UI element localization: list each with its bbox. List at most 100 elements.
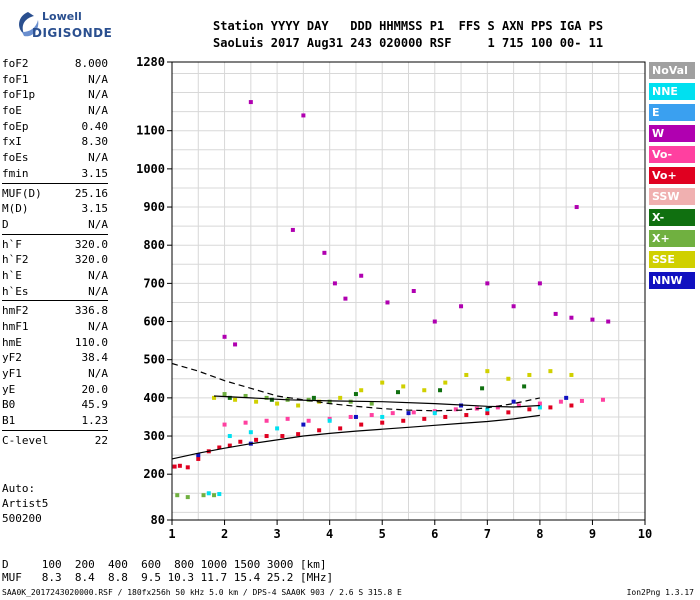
- param-key: h`E: [2, 268, 22, 282]
- data-point: [453, 407, 458, 412]
- data-point: [196, 453, 201, 458]
- param-row: hmF1 N/A: [2, 319, 108, 335]
- data-point: [264, 395, 269, 400]
- data-point: [443, 414, 448, 419]
- data-point: [443, 380, 448, 385]
- param-row: foF1 N/A: [2, 72, 108, 88]
- param-value: N/A: [88, 72, 108, 86]
- data-point: [222, 392, 227, 397]
- data-point: [401, 418, 406, 423]
- data-point: [359, 422, 364, 427]
- param-key: hmF2: [2, 304, 29, 318]
- data-point: [275, 401, 280, 406]
- data-point: [322, 250, 327, 255]
- data-point: [569, 315, 574, 320]
- data-point: [233, 397, 238, 402]
- param-key: foF1: [2, 72, 29, 86]
- data-point: [411, 289, 416, 293]
- param-value: 336.8: [74, 304, 108, 318]
- param-row: h`Es N/A: [2, 284, 108, 300]
- data-point: [516, 403, 521, 408]
- data-point: [380, 414, 385, 419]
- data-point: [217, 445, 222, 450]
- data-point: [495, 405, 500, 410]
- param-value: N/A: [88, 284, 108, 298]
- data-point: [432, 411, 437, 416]
- param-key: B1: [2, 414, 16, 428]
- data-point: [485, 281, 490, 286]
- data-point: [353, 414, 358, 419]
- param-row: M(D) 3.15: [2, 201, 108, 217]
- logo-brand: Lowell: [42, 10, 82, 23]
- data-point: [317, 428, 322, 433]
- param-row: B1 1.23: [2, 413, 108, 429]
- legend-item: NoVal: [649, 62, 695, 79]
- param-key: D: [2, 217, 9, 231]
- param-key: foF1p: [2, 88, 36, 102]
- data-point: [248, 430, 253, 435]
- legend-item: SSW: [649, 188, 695, 205]
- data-point: [227, 443, 232, 448]
- param-row: h`F2 320.0: [2, 252, 108, 268]
- distance-row: D 100 200 400 600 800 1000 1500 3000 [km…: [2, 558, 327, 571]
- param-separator: [2, 182, 108, 184]
- data-point: [243, 393, 248, 398]
- param-value: N/A: [88, 151, 108, 165]
- data-point: [411, 410, 416, 415]
- data-point: [369, 413, 374, 418]
- param-row: foF1p N/A: [2, 87, 108, 103]
- param-row: h`F 320.0: [2, 237, 108, 253]
- data-point: [275, 426, 280, 431]
- digisonde-logo: Lowell DIGISONDE: [14, 8, 112, 48]
- legend-item: X+: [649, 230, 695, 247]
- data-point: [285, 416, 290, 421]
- param-key: h`Es: [2, 284, 29, 298]
- param-key: fmin: [2, 166, 29, 180]
- footer-info: SAA0K_2017243020000.RSF / 180fx256h 50 k…: [2, 588, 402, 597]
- legend-item: Vo-: [649, 146, 695, 163]
- param-row: foEs N/A: [2, 150, 108, 166]
- legend-item: NNW: [649, 272, 695, 289]
- data-point: [177, 463, 182, 468]
- data-point: [185, 465, 190, 470]
- x-tick-label: 7: [484, 527, 491, 541]
- param-row: foF2 8.000: [2, 56, 108, 72]
- param-key: hmF1: [2, 320, 29, 333]
- data-point: [574, 205, 579, 210]
- param-row: B0 45.9: [2, 397, 108, 413]
- header-line-2: SaoLuis 2017 Aug31 243 020000 RSF 1 715 …: [213, 36, 604, 50]
- param-separator: [2, 300, 108, 302]
- data-point: [537, 405, 542, 410]
- data-point: [327, 399, 332, 404]
- y-tick-label: 200: [143, 467, 165, 481]
- x-tick-label: 2: [221, 527, 228, 541]
- param-value: 320.0: [74, 253, 108, 267]
- x-tick-label: 5: [379, 527, 386, 541]
- data-point: [390, 411, 395, 416]
- param-value: 22: [94, 433, 108, 447]
- data-point: [464, 413, 469, 418]
- param-row: hmE 110.0: [2, 335, 108, 351]
- data-point: [227, 395, 232, 400]
- data-point: [522, 384, 527, 389]
- param-value: N/A: [88, 88, 108, 102]
- data-point: [196, 456, 201, 461]
- param-key: C-level: [2, 433, 49, 447]
- polarization-legend: NoVal NNE E W Vo- Vo+ SSW X- X+ SSE NNW: [649, 62, 695, 293]
- param-key: foE: [2, 104, 22, 118]
- data-point: [548, 405, 553, 410]
- data-point: [422, 388, 427, 393]
- station-header: Station YYYY DAY DDD HHMMSS P1 FFS S AXN…: [213, 18, 603, 52]
- data-point: [553, 311, 558, 316]
- data-point: [222, 422, 227, 427]
- param-value: 3.15: [81, 202, 109, 216]
- y-tick-label: 80: [151, 513, 165, 527]
- data-point: [579, 398, 584, 403]
- auto-label: Auto:: [2, 482, 36, 495]
- data-point: [185, 495, 190, 500]
- data-point: [569, 403, 574, 408]
- data-point: [296, 403, 301, 408]
- data-point: [217, 492, 222, 497]
- data-point: [254, 399, 259, 404]
